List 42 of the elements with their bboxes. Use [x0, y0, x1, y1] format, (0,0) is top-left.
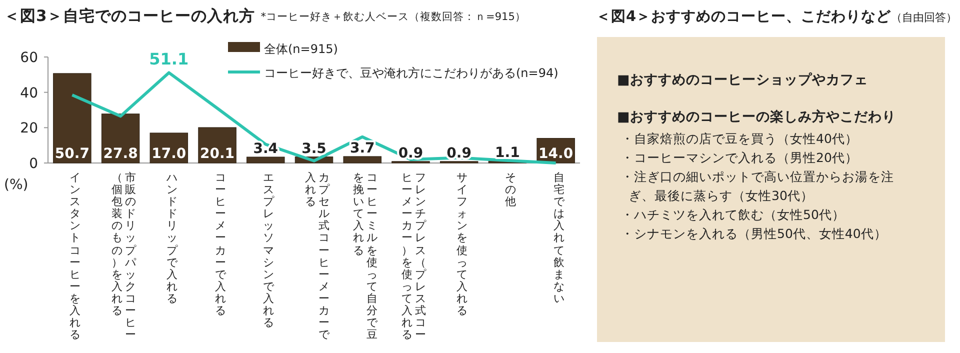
data-label: 3.7 — [350, 140, 375, 156]
chart-title: ＜図3＞自宅でのコーヒーの入れ方 — [4, 6, 255, 27]
y-axis-title: (%) — [4, 177, 28, 193]
category-label: フレンチプレス（プレス式コーヒーメーカー）を使って入れる — [401, 171, 426, 342]
text: ・コーヒーマシンで入れる（男性20代） — [621, 149, 859, 167]
bar — [343, 156, 382, 164]
category-label: コーヒーメーカーで入れる — [214, 171, 226, 318]
category-label: エスプレッソマシンで入れる — [263, 171, 274, 330]
bar — [246, 156, 285, 164]
data-label: 17.0 — [152, 146, 186, 162]
text: ・自家焙煎の店で豆を買う（女性40代） — [621, 130, 859, 148]
text: ■おすすめのコーヒーショップやカフェ — [617, 71, 869, 90]
data-label: 3.4 — [253, 140, 278, 157]
text: ■おすすめのコーヒーの楽しみ方やこだわり — [617, 108, 897, 127]
data-label: 3.5 — [302, 140, 326, 157]
data-label: 27.8 — [103, 146, 138, 162]
text: ・注ぎ口の細いポットで高い位置からお湯を注ぎ、最後に蒸らす（女性30代） — [621, 168, 895, 205]
y-tick-label: 40 — [20, 85, 38, 102]
data-label: 0.9 — [398, 145, 424, 162]
category-label: コーヒーミルを使って自分で豆を挽いて入れる — [353, 171, 378, 342]
x-tick-label: その他 — [504, 171, 517, 208]
data-label: 1.1 — [495, 145, 520, 162]
data-label: 50.7 — [54, 146, 90, 162]
category-label: 自宅では入れて飲まない — [553, 171, 564, 305]
category-label: 市販のドリップパックコーヒー（個包装のもの）を入れる — [111, 171, 136, 342]
category-label: ハンドドリップで入れる — [166, 171, 178, 305]
data-label: 51.1 — [149, 50, 189, 69]
data-label: 14.0 — [538, 146, 574, 162]
category-label: カプセル式コーヒーメーカーで入れる — [304, 171, 330, 342]
text: （自由回答） — [891, 11, 958, 24]
chart-subtitle: *コーヒー好き＋飲む人ベース（複数回答：ｎ=915） — [260, 10, 526, 24]
category-label: サイフォンを使って入れる — [456, 171, 468, 318]
legend-label: コーヒー好きで、豆や淹れ方にこだわりがある(n=94) — [264, 66, 558, 80]
text: ・シナモンを入れる（男性50代、女性40代） — [621, 225, 888, 243]
text: ・ハチミツを入れて飲む（女性50代） — [621, 206, 846, 224]
data-label: 20.1 — [200, 146, 235, 162]
y-tick-label: 0 — [29, 156, 38, 172]
y-tick-label: 20 — [20, 120, 38, 137]
y-tick-label: 60 — [20, 50, 38, 66]
legend-label: 全体(n=915) — [264, 42, 338, 56]
category-label: インスタントコーヒーを入れる — [70, 171, 81, 342]
bar — [53, 73, 92, 164]
